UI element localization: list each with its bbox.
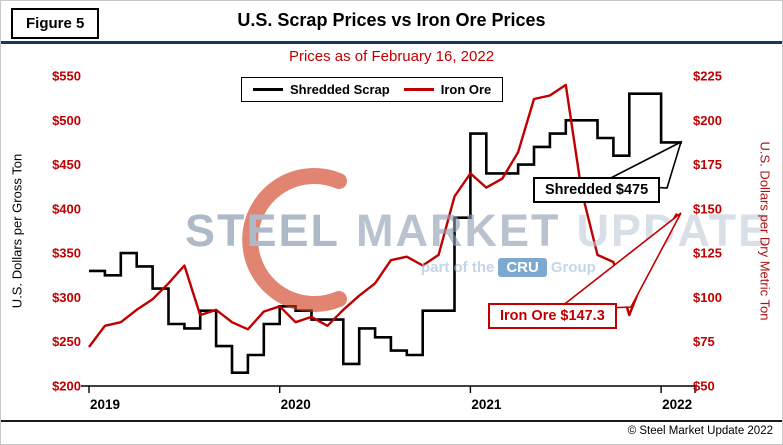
- svg-text:$450: $450: [52, 157, 81, 172]
- right-axis-title: U.S. Dollars per Dry Metric Ton: [757, 141, 773, 321]
- svg-text:2022: 2022: [662, 397, 692, 412]
- svg-text:$550: $550: [52, 69, 81, 84]
- header-divider: [1, 41, 782, 44]
- svg-text:$150: $150: [693, 201, 722, 216]
- legend-item-iron-ore: Iron Ore: [403, 82, 492, 97]
- svg-text:$500: $500: [52, 113, 81, 128]
- legend: Shredded Scrap Iron Ore: [241, 77, 504, 102]
- page-title: U.S. Scrap Prices vs Iron Ore Prices: [237, 10, 546, 30]
- legend-label: Iron Ore: [440, 82, 492, 97]
- left-axis-title: U.S. Dollars per Gross Ton: [9, 153, 25, 309]
- svg-text:2021: 2021: [471, 397, 502, 412]
- shredded-annotation: Shredded $475: [533, 177, 661, 203]
- iron-ore-annotation: Iron Ore $147.3: [488, 303, 617, 329]
- shredded-scrap-line-swatch: [253, 87, 283, 92]
- svg-text:$400: $400: [52, 201, 81, 216]
- copyright: © Steel Market Update 2022: [627, 425, 773, 437]
- figure-label: Figure 5: [11, 8, 100, 39]
- legend-item-shredded-scrap: Shredded Scrap: [253, 82, 390, 97]
- svg-text:$225: $225: [693, 69, 722, 84]
- svg-text:$250: $250: [52, 334, 81, 349]
- svg-text:$125: $125: [693, 246, 722, 261]
- svg-text:$175: $175: [693, 157, 722, 172]
- legend-label: Shredded Scrap: [290, 82, 390, 97]
- svg-text:2019: 2019: [90, 397, 120, 412]
- svg-text:$300: $300: [52, 290, 81, 305]
- svg-text:$350: $350: [52, 246, 81, 261]
- svg-text:$200: $200: [52, 379, 81, 394]
- chart-subtitle: Prices as of February 16, 2022: [288, 48, 495, 65]
- svg-text:$75: $75: [693, 334, 715, 349]
- footer-divider: [1, 420, 782, 422]
- svg-text:$50: $50: [693, 379, 715, 394]
- svg-text:2020: 2020: [281, 397, 311, 412]
- svg-text:$200: $200: [693, 113, 722, 128]
- iron-ore-line-swatch: [403, 87, 434, 92]
- svg-text:$100: $100: [693, 290, 722, 305]
